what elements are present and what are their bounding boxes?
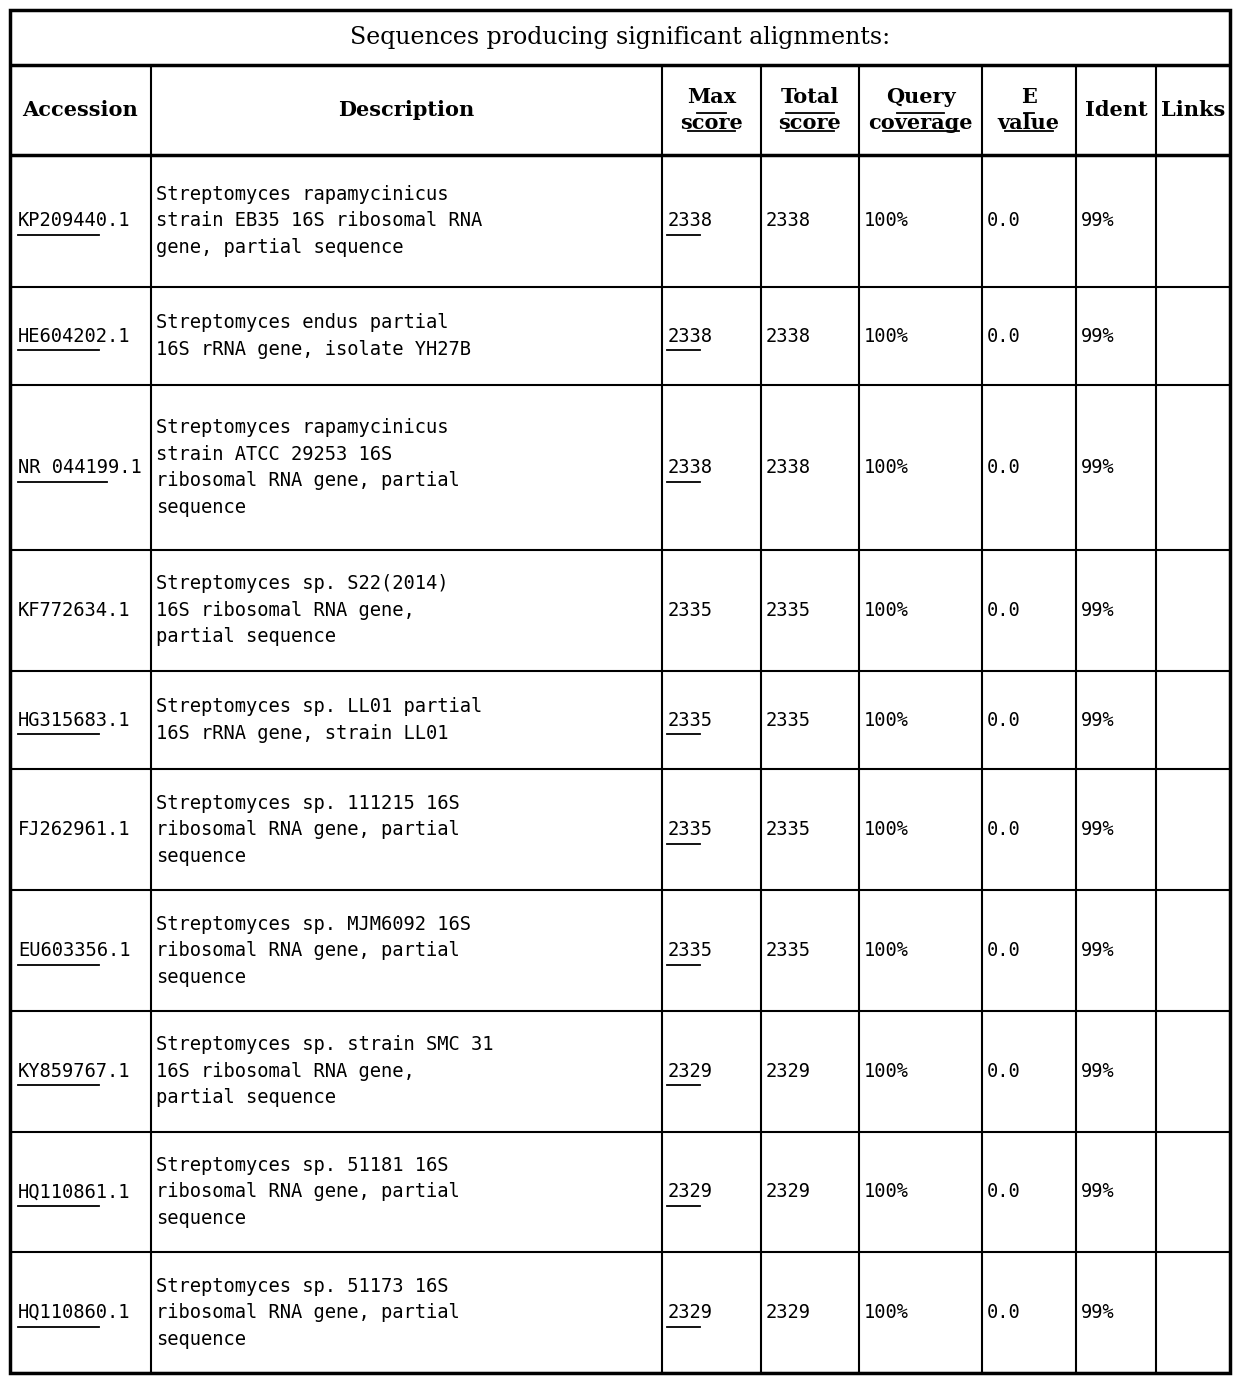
Text: 2335: 2335: [667, 820, 712, 839]
Text: KY859767.1: KY859767.1: [19, 1062, 130, 1080]
Text: Total
score: Total score: [779, 87, 841, 133]
Text: Streptomyces sp. LL01 partial
16S rRNA gene, strain LL01: Streptomyces sp. LL01 partial 16S rRNA g…: [156, 697, 482, 743]
Text: 2338: 2338: [667, 326, 712, 346]
Text: 2329: 2329: [765, 1303, 811, 1322]
Text: Streptomyces sp. S22(2014)
16S ribosomal RNA gene,
partial sequence: Streptomyces sp. S22(2014) 16S ribosomal…: [156, 574, 448, 646]
Text: 0.0: 0.0: [987, 1303, 1021, 1322]
Text: 99%: 99%: [1080, 1062, 1115, 1080]
Text: HG315683.1: HG315683.1: [19, 711, 130, 730]
Text: HE604202.1: HE604202.1: [19, 326, 130, 346]
Text: 0.0: 0.0: [987, 711, 1021, 730]
Text: 2338: 2338: [667, 212, 712, 231]
Text: 2338: 2338: [765, 458, 811, 477]
Text: 2335: 2335: [667, 711, 712, 730]
Text: Streptomyces endus partial
16S rRNA gene, isolate YH27B: Streptomyces endus partial 16S rRNA gene…: [156, 314, 471, 358]
Text: 100%: 100%: [864, 1062, 909, 1080]
Text: 99%: 99%: [1080, 940, 1115, 960]
Text: 0.0: 0.0: [987, 820, 1021, 839]
Text: 99%: 99%: [1080, 326, 1115, 346]
Text: Streptomyces rapamycinicus
strain ATCC 29253 16S
ribosomal RNA gene, partial
seq: Streptomyces rapamycinicus strain ATCC 2…: [156, 419, 460, 517]
Text: Accession: Accession: [22, 100, 138, 120]
Text: 0.0: 0.0: [987, 212, 1021, 231]
Text: 2329: 2329: [667, 1062, 712, 1080]
Text: HQ110861.1: HQ110861.1: [19, 1182, 130, 1202]
Text: 100%: 100%: [864, 711, 909, 730]
Text: 0.0: 0.0: [987, 940, 1021, 960]
Text: 2335: 2335: [667, 600, 712, 620]
Text: Streptomyces sp. strain SMC 31
16S ribosomal RNA gene,
partial sequence: Streptomyces sp. strain SMC 31 16S ribos…: [156, 1036, 494, 1108]
Text: 100%: 100%: [864, 212, 909, 231]
Text: 100%: 100%: [864, 820, 909, 839]
Text: KP209440.1: KP209440.1: [19, 212, 130, 231]
Text: 99%: 99%: [1080, 600, 1115, 620]
Text: Max
score: Max score: [680, 87, 743, 133]
Text: 100%: 100%: [864, 458, 909, 477]
Text: Links: Links: [1161, 100, 1225, 120]
Text: Streptomyces sp. 111215 16S
ribosomal RNA gene, partial
sequence: Streptomyces sp. 111215 16S ribosomal RN…: [156, 794, 460, 866]
Text: 100%: 100%: [864, 1182, 909, 1202]
Text: 2329: 2329: [765, 1182, 811, 1202]
Text: Streptomyces sp. MJM6092 16S
ribosomal RNA gene, partial
sequence: Streptomyces sp. MJM6092 16S ribosomal R…: [156, 914, 471, 986]
Text: 2338: 2338: [765, 212, 811, 231]
Text: 2329: 2329: [667, 1182, 712, 1202]
Text: 2338: 2338: [667, 458, 712, 477]
Text: 99%: 99%: [1080, 458, 1115, 477]
Text: 2335: 2335: [667, 940, 712, 960]
Text: Ident: Ident: [1085, 100, 1147, 120]
Text: 0.0: 0.0: [987, 1182, 1021, 1202]
Text: 99%: 99%: [1080, 1303, 1115, 1322]
Text: FJ262961.1: FJ262961.1: [19, 820, 130, 839]
Text: HQ110860.1: HQ110860.1: [19, 1303, 130, 1322]
Text: Query
coverage: Query coverage: [868, 87, 973, 133]
Text: Sequences producing significant alignments:: Sequences producing significant alignmen…: [350, 26, 890, 48]
Text: 100%: 100%: [864, 600, 909, 620]
Text: 100%: 100%: [864, 326, 909, 346]
Text: 2329: 2329: [765, 1062, 811, 1080]
Text: 99%: 99%: [1080, 212, 1115, 231]
Text: 2335: 2335: [765, 600, 811, 620]
Text: 0.0: 0.0: [987, 1062, 1021, 1080]
Text: 100%: 100%: [864, 940, 909, 960]
Text: 2335: 2335: [765, 940, 811, 960]
Text: E
value: E value: [998, 87, 1060, 133]
Text: Description: Description: [339, 100, 475, 120]
Text: 0.0: 0.0: [987, 600, 1021, 620]
Text: 0.0: 0.0: [987, 458, 1021, 477]
Text: 99%: 99%: [1080, 711, 1115, 730]
Text: Streptomyces sp. 51173 16S
ribosomal RNA gene, partial
sequence: Streptomyces sp. 51173 16S ribosomal RNA…: [156, 1277, 460, 1348]
Text: 2335: 2335: [765, 820, 811, 839]
Text: 99%: 99%: [1080, 820, 1115, 839]
Text: 99%: 99%: [1080, 1182, 1115, 1202]
Text: 2338: 2338: [765, 326, 811, 346]
Text: Streptomyces sp. 51181 16S
ribosomal RNA gene, partial
sequence: Streptomyces sp. 51181 16S ribosomal RNA…: [156, 1156, 460, 1228]
Text: 2335: 2335: [765, 711, 811, 730]
Text: 0.0: 0.0: [987, 326, 1021, 346]
Text: EU603356.1: EU603356.1: [19, 940, 130, 960]
Text: 100%: 100%: [864, 1303, 909, 1322]
Text: 2329: 2329: [667, 1303, 712, 1322]
Text: KF772634.1: KF772634.1: [19, 600, 130, 620]
Text: Streptomyces rapamycinicus
strain EB35 16S ribosomal RNA
gene, partial sequence: Streptomyces rapamycinicus strain EB35 1…: [156, 185, 482, 257]
Text: NR 044199.1: NR 044199.1: [19, 458, 141, 477]
